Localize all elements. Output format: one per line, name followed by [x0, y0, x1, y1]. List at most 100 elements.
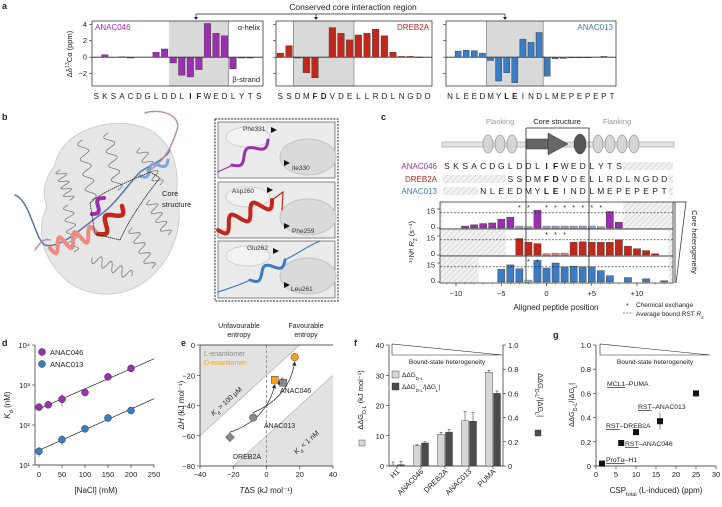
enantiomer-arrow	[229, 384, 277, 433]
r2-bar	[524, 279, 533, 283]
residue-letter: P	[585, 92, 590, 101]
csp-bar	[169, 57, 177, 64]
point-label-underlined: RST	[606, 423, 620, 430]
csp-bar	[238, 57, 246, 59]
residue-letter: T	[610, 92, 615, 101]
r2-bar	[542, 225, 551, 229]
x-tick-label: +10	[631, 289, 644, 298]
csp-bar	[511, 57, 519, 83]
y-tick-label: 0	[431, 249, 435, 258]
point-label-underlined: RST	[625, 441, 639, 448]
legend-label: ΔΔGD-L	[402, 372, 424, 381]
row-hatch	[668, 256, 673, 283]
l-enantiomer-point	[249, 413, 258, 422]
y-tick-label: 0.4	[581, 414, 591, 423]
csp-bar	[302, 57, 310, 74]
r2-bar	[560, 225, 569, 229]
residue-letter: Y	[496, 92, 502, 101]
core-strand-arrow	[547, 132, 569, 156]
r2-bar	[551, 225, 560, 229]
panel-d-y-axis-label-part: (nM)	[3, 391, 12, 410]
panel-a-y-axis-label-part: 13	[65, 62, 71, 68]
chemical-exchange-star: *	[572, 205, 575, 212]
residue-label: Phe331	[243, 126, 266, 133]
csp-bar	[203, 23, 211, 58]
legend-label: ANAC046	[50, 348, 83, 357]
y-tick-label: −80	[182, 462, 195, 471]
r2-bar	[606, 242, 614, 256]
inset-frame	[214, 118, 339, 302]
residue-letter: E	[593, 92, 598, 101]
x-tick-label: 150	[102, 470, 115, 479]
y-tick-label: 1.0	[581, 341, 591, 350]
y-tick-label: 0.6	[581, 389, 591, 398]
residue-letter: A	[119, 92, 125, 101]
csp-bar	[462, 50, 470, 58]
panel-d-x-axis-label: [NaCl] (mM)	[74, 486, 117, 495]
r2-bar	[597, 226, 605, 229]
y-tick-label: 0.2	[508, 438, 518, 447]
sequence-letter: M	[597, 186, 604, 196]
legend-label: D-enantiomer	[204, 360, 247, 367]
x-tick-label: 0	[594, 470, 598, 479]
r2-bar	[615, 222, 623, 229]
data-point	[693, 390, 699, 397]
csp-bar	[346, 39, 354, 58]
csp-bar	[535, 32, 543, 58]
series-label: ANAC046	[95, 23, 131, 32]
residue-letter: L	[180, 92, 185, 101]
sequence-letter: I	[563, 186, 565, 196]
y-tick-label: 4	[83, 20, 87, 29]
plot-frame	[275, 20, 433, 87]
csp-bar	[560, 57, 567, 59]
panel-d-y-axis-label: Kd (nM)	[3, 391, 15, 418]
y-tick-label: 0	[431, 222, 435, 231]
point-label: RST–DREB2A	[606, 423, 651, 430]
residue-letter: F	[313, 92, 318, 101]
csp-bar	[584, 57, 591, 59]
x-tick-label: −40	[194, 470, 207, 479]
csp-bar	[127, 57, 134, 59]
x-tick-label: 50	[58, 470, 66, 479]
core-helix-turn	[573, 133, 587, 155]
panel-c-y-axis-label-part: 2	[413, 238, 419, 241]
data-point	[104, 414, 112, 422]
chemical-exchange-star: *	[527, 259, 530, 266]
residue-letter: S	[256, 92, 261, 101]
csp-bar	[415, 56, 423, 58]
surface-pocket	[279, 257, 337, 295]
data-point	[104, 373, 112, 381]
csp-bar	[543, 57, 551, 77]
csp-bar	[101, 54, 109, 58]
panel-c-y-axis-label: ¹⁵Nᴴ R2 (s⁻¹)	[407, 221, 419, 263]
residue-letter: D	[162, 92, 168, 101]
legend-label: L-enantiomer	[204, 351, 246, 358]
chemical-exchange-star: *	[563, 232, 566, 239]
csp-bar	[186, 57, 194, 78]
residue-letter: D	[536, 92, 542, 101]
x-tick-label: 5	[614, 470, 618, 479]
csp-bar	[212, 33, 220, 58]
anac046-chain	[144, 110, 179, 171]
d-enantiomer-point	[290, 353, 299, 362]
dreb2a-sidechain	[271, 190, 284, 211]
chemical-exchange-star: *	[536, 259, 539, 266]
residue-letter: R	[373, 92, 379, 101]
panel-f-right-axis-label-part: ΔΔG	[536, 373, 545, 389]
residue-letter: N	[528, 92, 534, 101]
point-label-underlined: ProTα	[606, 457, 625, 464]
sequence-letter: E	[498, 186, 504, 196]
sequence-letter: D	[525, 174, 531, 184]
sequence-letter: E	[580, 174, 586, 184]
csp-bar	[178, 57, 186, 76]
r2-bar	[506, 264, 515, 283]
panel-a-title: Conserved core interaction region	[289, 2, 417, 12]
residue-letter: M	[303, 92, 310, 101]
data-point	[44, 401, 52, 409]
r2-bar	[488, 222, 497, 229]
panel-label-c: c	[381, 112, 386, 122]
residue-letter: T	[248, 92, 253, 101]
panel-a-y-axis-label-part: Cα (ppm)	[65, 30, 74, 62]
r2-bar	[569, 242, 578, 256]
residue-letter: W	[204, 92, 212, 101]
